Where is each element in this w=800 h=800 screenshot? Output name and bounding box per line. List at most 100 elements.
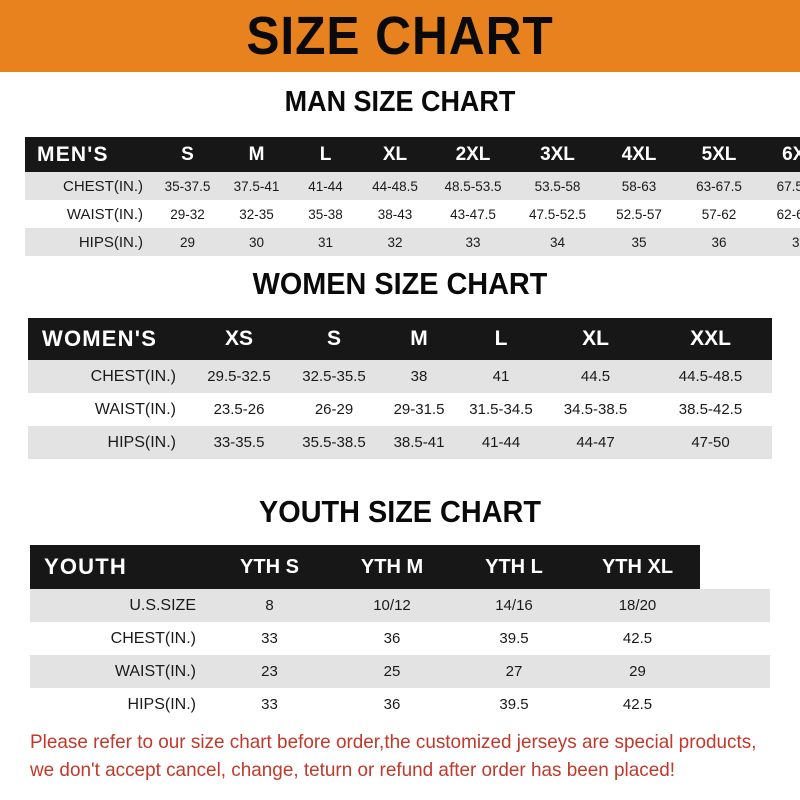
table-cell: 38 xyxy=(410,368,428,385)
youth-row-label: U.S.SIZE xyxy=(129,596,196,614)
table-cell: 26-29 xyxy=(314,401,354,418)
table-cell: 42.5 xyxy=(622,696,653,713)
women-col-header: XXL xyxy=(690,327,731,350)
table-cell: 47.5-52.5 xyxy=(528,206,587,222)
youth-section-title: YOUTH SIZE CHART xyxy=(259,494,541,529)
men-col-header: 5XL xyxy=(701,143,737,165)
women-col-header: XS xyxy=(224,327,253,350)
table-cell: 23 xyxy=(261,663,278,680)
table-cell: 38.5-41 xyxy=(393,434,445,451)
women-header-row: WOMEN'S XS S M L XL XXL xyxy=(28,318,772,360)
men-section-title: MAN SIZE CHART xyxy=(284,86,516,118)
table-cell: 67.5-72 xyxy=(776,178,800,194)
men-col-header: L xyxy=(319,143,332,165)
table-cell: 47-50 xyxy=(691,434,730,451)
table-cell: 57-62 xyxy=(701,206,737,222)
women-col-header: M xyxy=(410,327,428,350)
women-row-label: CHEST(IN.) xyxy=(90,367,176,385)
table-cell: 31 xyxy=(317,234,334,250)
table-cell: 32-35 xyxy=(239,206,274,222)
table-cell: 44-47 xyxy=(576,434,615,451)
men-col-header: S xyxy=(181,143,194,165)
table-cell: 42.5 xyxy=(622,630,653,647)
men-col-header: 6XL xyxy=(782,143,800,165)
youth-row-label: CHEST(IN.) xyxy=(110,629,196,647)
women-col-header: L xyxy=(494,327,508,350)
table-cell: 35.5-38.5 xyxy=(302,434,366,451)
men-row-label: HIPS(IN.) xyxy=(78,233,143,251)
women-row-label: WAIST(IN.) xyxy=(94,400,176,418)
youth-row-label: HIPS(IN.) xyxy=(127,695,196,713)
table-row: CHEST(IN.) 33 36 39.5 42.5 xyxy=(30,622,770,655)
men-col-header: XL xyxy=(382,143,408,165)
table-row: WAIST(IN.) 29-32 32-35 35-38 38-43 43-47… xyxy=(25,200,800,228)
table-row: U.S.SIZE 8 10/12 14/16 18/20 xyxy=(30,589,770,622)
youth-size-table: YOUTH YTH S YTH M YTH L YTH XL U.S.SIZE … xyxy=(30,545,770,721)
men-header-row: MEN'S S M L XL 2XL 3XL 4XL 5XL 6XL xyxy=(25,137,800,172)
table-cell: 36 xyxy=(711,234,727,250)
men-header-label: MEN'S xyxy=(37,142,109,166)
table-cell: 29 xyxy=(179,234,196,250)
table-cell: 30 xyxy=(248,234,265,250)
table-cell: 62-66.5 xyxy=(776,206,800,222)
table-cell: 10/12 xyxy=(373,597,411,614)
table-row: WAIST(IN.) 23 25 27 29 xyxy=(30,655,770,688)
table-cell: 34.5-38.5 xyxy=(563,401,628,418)
women-table-body: WOMEN'S XS S M L XL XXL CHEST(IN.) 29.5-… xyxy=(28,318,772,459)
table-cell: 52.5-57 xyxy=(616,206,662,222)
table-cell-empty xyxy=(700,622,770,655)
youth-header-filler xyxy=(700,545,770,589)
table-cell: 23.5-26 xyxy=(213,401,265,418)
table-cell: 38.5-42.5 xyxy=(678,401,743,418)
table-row: HIPS(IN.) 33 36 39.5 42.5 xyxy=(30,688,770,721)
table-cell: 33-35.5 xyxy=(213,434,265,451)
table-row: HIPS(IN.) 29 30 31 32 33 34 35 36 37 xyxy=(25,228,800,256)
table-cell: 53.5-58 xyxy=(534,178,581,194)
youth-col-header: YTH M xyxy=(360,555,424,578)
table-cell: 63-67.5 xyxy=(696,178,742,194)
men-col-header: 2XL xyxy=(455,143,491,165)
table-cell: 44-48.5 xyxy=(372,178,418,194)
youth-header-label: YOUTH xyxy=(44,554,127,579)
table-cell: 29-32 xyxy=(170,206,205,222)
table-cell: 43-47.5 xyxy=(450,206,496,222)
women-header-label: WOMEN'S xyxy=(42,326,158,351)
table-cell: 8 xyxy=(265,597,274,614)
table-cell: 44.5 xyxy=(580,368,611,385)
table-cell: 33 xyxy=(261,630,278,647)
table-cell: 32 xyxy=(387,234,403,250)
men-size-table: MEN'S S M L XL 2XL 3XL 4XL 5XL 6XL CHEST… xyxy=(25,137,800,256)
table-row: HIPS(IN.) 33-35.5 35.5-38.5 38.5-41 41-4… xyxy=(28,426,772,459)
table-cell: 25 xyxy=(383,663,401,680)
table-row: CHEST(IN.) 35-37.5 37.5-41 41-44 44-48.5… xyxy=(25,172,800,200)
men-row-label: WAIST(IN.) xyxy=(66,205,143,223)
men-col-header: 4XL xyxy=(621,143,657,165)
table-cell: 34 xyxy=(549,234,566,250)
youth-row-label: WAIST(IN.) xyxy=(114,662,196,680)
table-cell: 37 xyxy=(791,234,800,250)
table-cell: 39.5 xyxy=(499,696,529,713)
table-cell: 29-31.5 xyxy=(393,401,445,418)
table-cell-empty xyxy=(700,589,770,622)
women-col-header: S xyxy=(326,327,341,350)
table-cell: 58-63 xyxy=(621,178,657,194)
table-cell: 38-43 xyxy=(377,206,413,222)
table-cell: 39.5 xyxy=(499,630,529,647)
table-cell: 32.5-35.5 xyxy=(302,368,366,385)
table-cell: 18/20 xyxy=(618,597,657,614)
men-col-header: M xyxy=(248,143,265,165)
table-cell: 48.5-53.5 xyxy=(444,178,502,194)
women-section-title: WOMEN SIZE CHART xyxy=(252,266,548,301)
table-cell: 14/16 xyxy=(495,597,533,614)
table-row: WAIST(IN.) 23.5-26 26-29 29-31.5 31.5-34… xyxy=(28,393,772,426)
footer-line-1: Please refer to our size chart before or… xyxy=(30,731,757,753)
table-row: CHEST(IN.) 29.5-32.5 32.5-35.5 38 41 44.… xyxy=(28,360,772,393)
table-cell: 29 xyxy=(629,663,646,680)
youth-col-header: YTH S xyxy=(240,555,299,578)
page-banner: SIZE CHART xyxy=(0,0,800,72)
table-cell: 27 xyxy=(505,663,523,680)
women-col-header: XL xyxy=(582,327,609,350)
table-cell: 33 xyxy=(261,696,278,713)
footer-line-2: we don't accept cancel, change, teturn o… xyxy=(30,759,676,781)
